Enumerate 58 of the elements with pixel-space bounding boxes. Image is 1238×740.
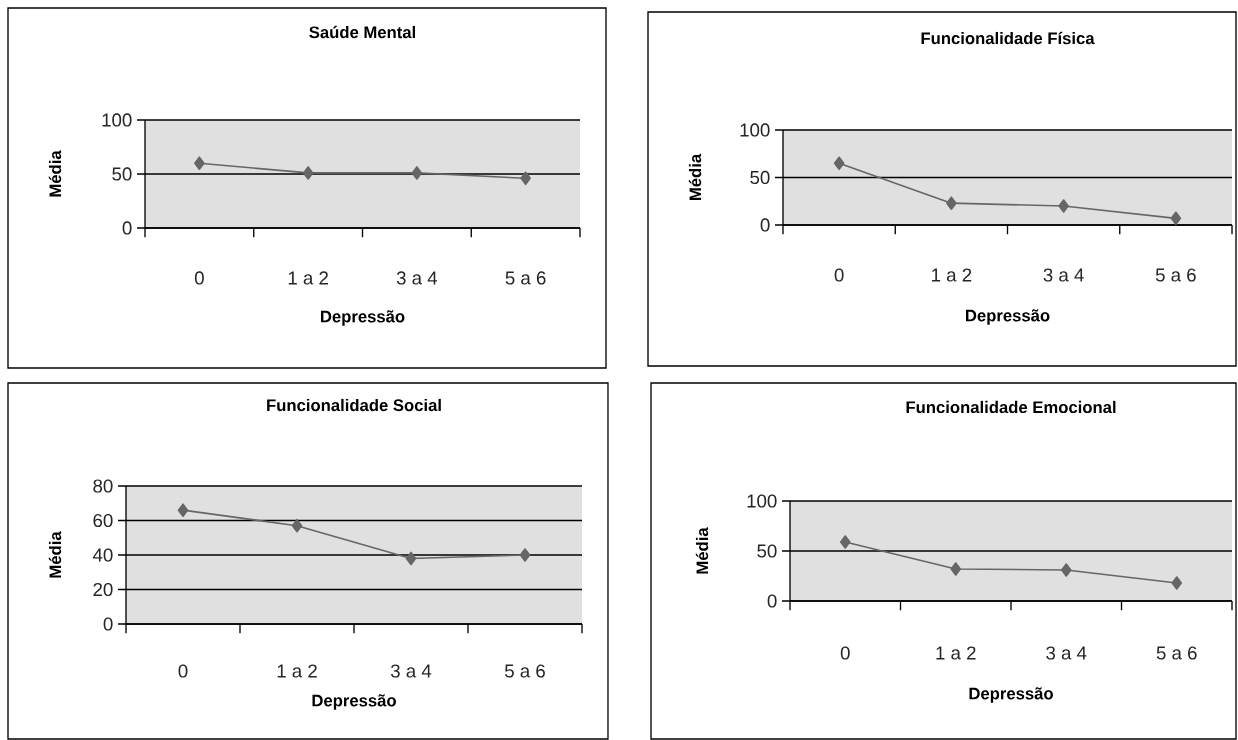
point xyxy=(291,518,303,533)
y-tick-label: 100 xyxy=(102,113,132,127)
x-tick-label: 5 a 6 xyxy=(1155,268,1196,282)
y-tick-label: 0 xyxy=(103,617,113,631)
x-axis-title: Depressão xyxy=(969,687,1053,703)
chart-title: Saúde Mental xyxy=(309,25,416,39)
point xyxy=(946,196,957,210)
x-tick-label: 1 a 2 xyxy=(288,271,328,285)
y-tick-label: 80 xyxy=(93,479,113,493)
point xyxy=(1170,211,1182,226)
x-tick-label: 5 a 6 xyxy=(505,664,545,678)
point xyxy=(519,548,531,562)
chart-title: Funcionalidade Emocional xyxy=(906,400,1116,414)
y-tick-label: 50 xyxy=(757,544,777,558)
y-tick-label: 40 xyxy=(92,548,113,562)
y-tick-label: 60 xyxy=(93,513,113,528)
y-tick-label: 0 xyxy=(122,221,132,235)
point xyxy=(411,166,423,180)
x-tick-label: 3 a 4 xyxy=(396,271,438,285)
chart-title: Funcionalidade Física xyxy=(921,31,1095,45)
x-tick-label: 1 a 2 xyxy=(932,268,972,282)
y-tick-label: 50 xyxy=(112,167,132,181)
y-axis-title: Média xyxy=(695,527,709,574)
point xyxy=(302,166,314,180)
point xyxy=(950,562,962,576)
y-axis-title: Média xyxy=(48,150,62,197)
y-tick-label: 50 xyxy=(750,170,770,185)
chart-title: Funcionalidade Social xyxy=(267,398,441,412)
y-tick-label: 100 xyxy=(747,494,777,508)
point xyxy=(1060,563,1072,577)
point xyxy=(194,156,205,170)
x-tick-label: 0 xyxy=(194,271,204,285)
x-tick-label: 3 a 4 xyxy=(390,664,432,678)
x-tick-label: 5 a 6 xyxy=(1156,646,1197,660)
point xyxy=(405,551,417,566)
point xyxy=(1171,576,1183,590)
x-axis-title: Depressão xyxy=(312,694,396,710)
point xyxy=(520,171,531,186)
y-axis-title: Média xyxy=(688,153,702,201)
x-axis-title: Depressão xyxy=(321,310,405,326)
point xyxy=(839,535,851,549)
y-tick-label: 100 xyxy=(740,123,770,137)
point xyxy=(177,503,189,517)
x-tick-label: 0 xyxy=(840,646,850,660)
x-tick-label: 1 a 2 xyxy=(277,664,317,678)
x-tick-label: 0 xyxy=(178,664,188,678)
x-axis-title: Depressão xyxy=(966,309,1050,325)
x-tick-label: 5 a 6 xyxy=(505,271,546,285)
y-tick-label: 20 xyxy=(93,582,113,597)
y-tick-label: 0 xyxy=(760,218,770,232)
point xyxy=(833,156,845,171)
point xyxy=(1058,199,1069,213)
x-tick-label: 1 a 2 xyxy=(936,646,976,660)
y-axis-title: Média xyxy=(48,531,62,578)
x-tick-label: 3 a 4 xyxy=(1043,268,1084,282)
y-tick-label: 0 xyxy=(767,594,777,608)
x-tick-label: 3 a 4 xyxy=(1046,646,1087,660)
x-tick-label: 0 xyxy=(834,268,844,282)
